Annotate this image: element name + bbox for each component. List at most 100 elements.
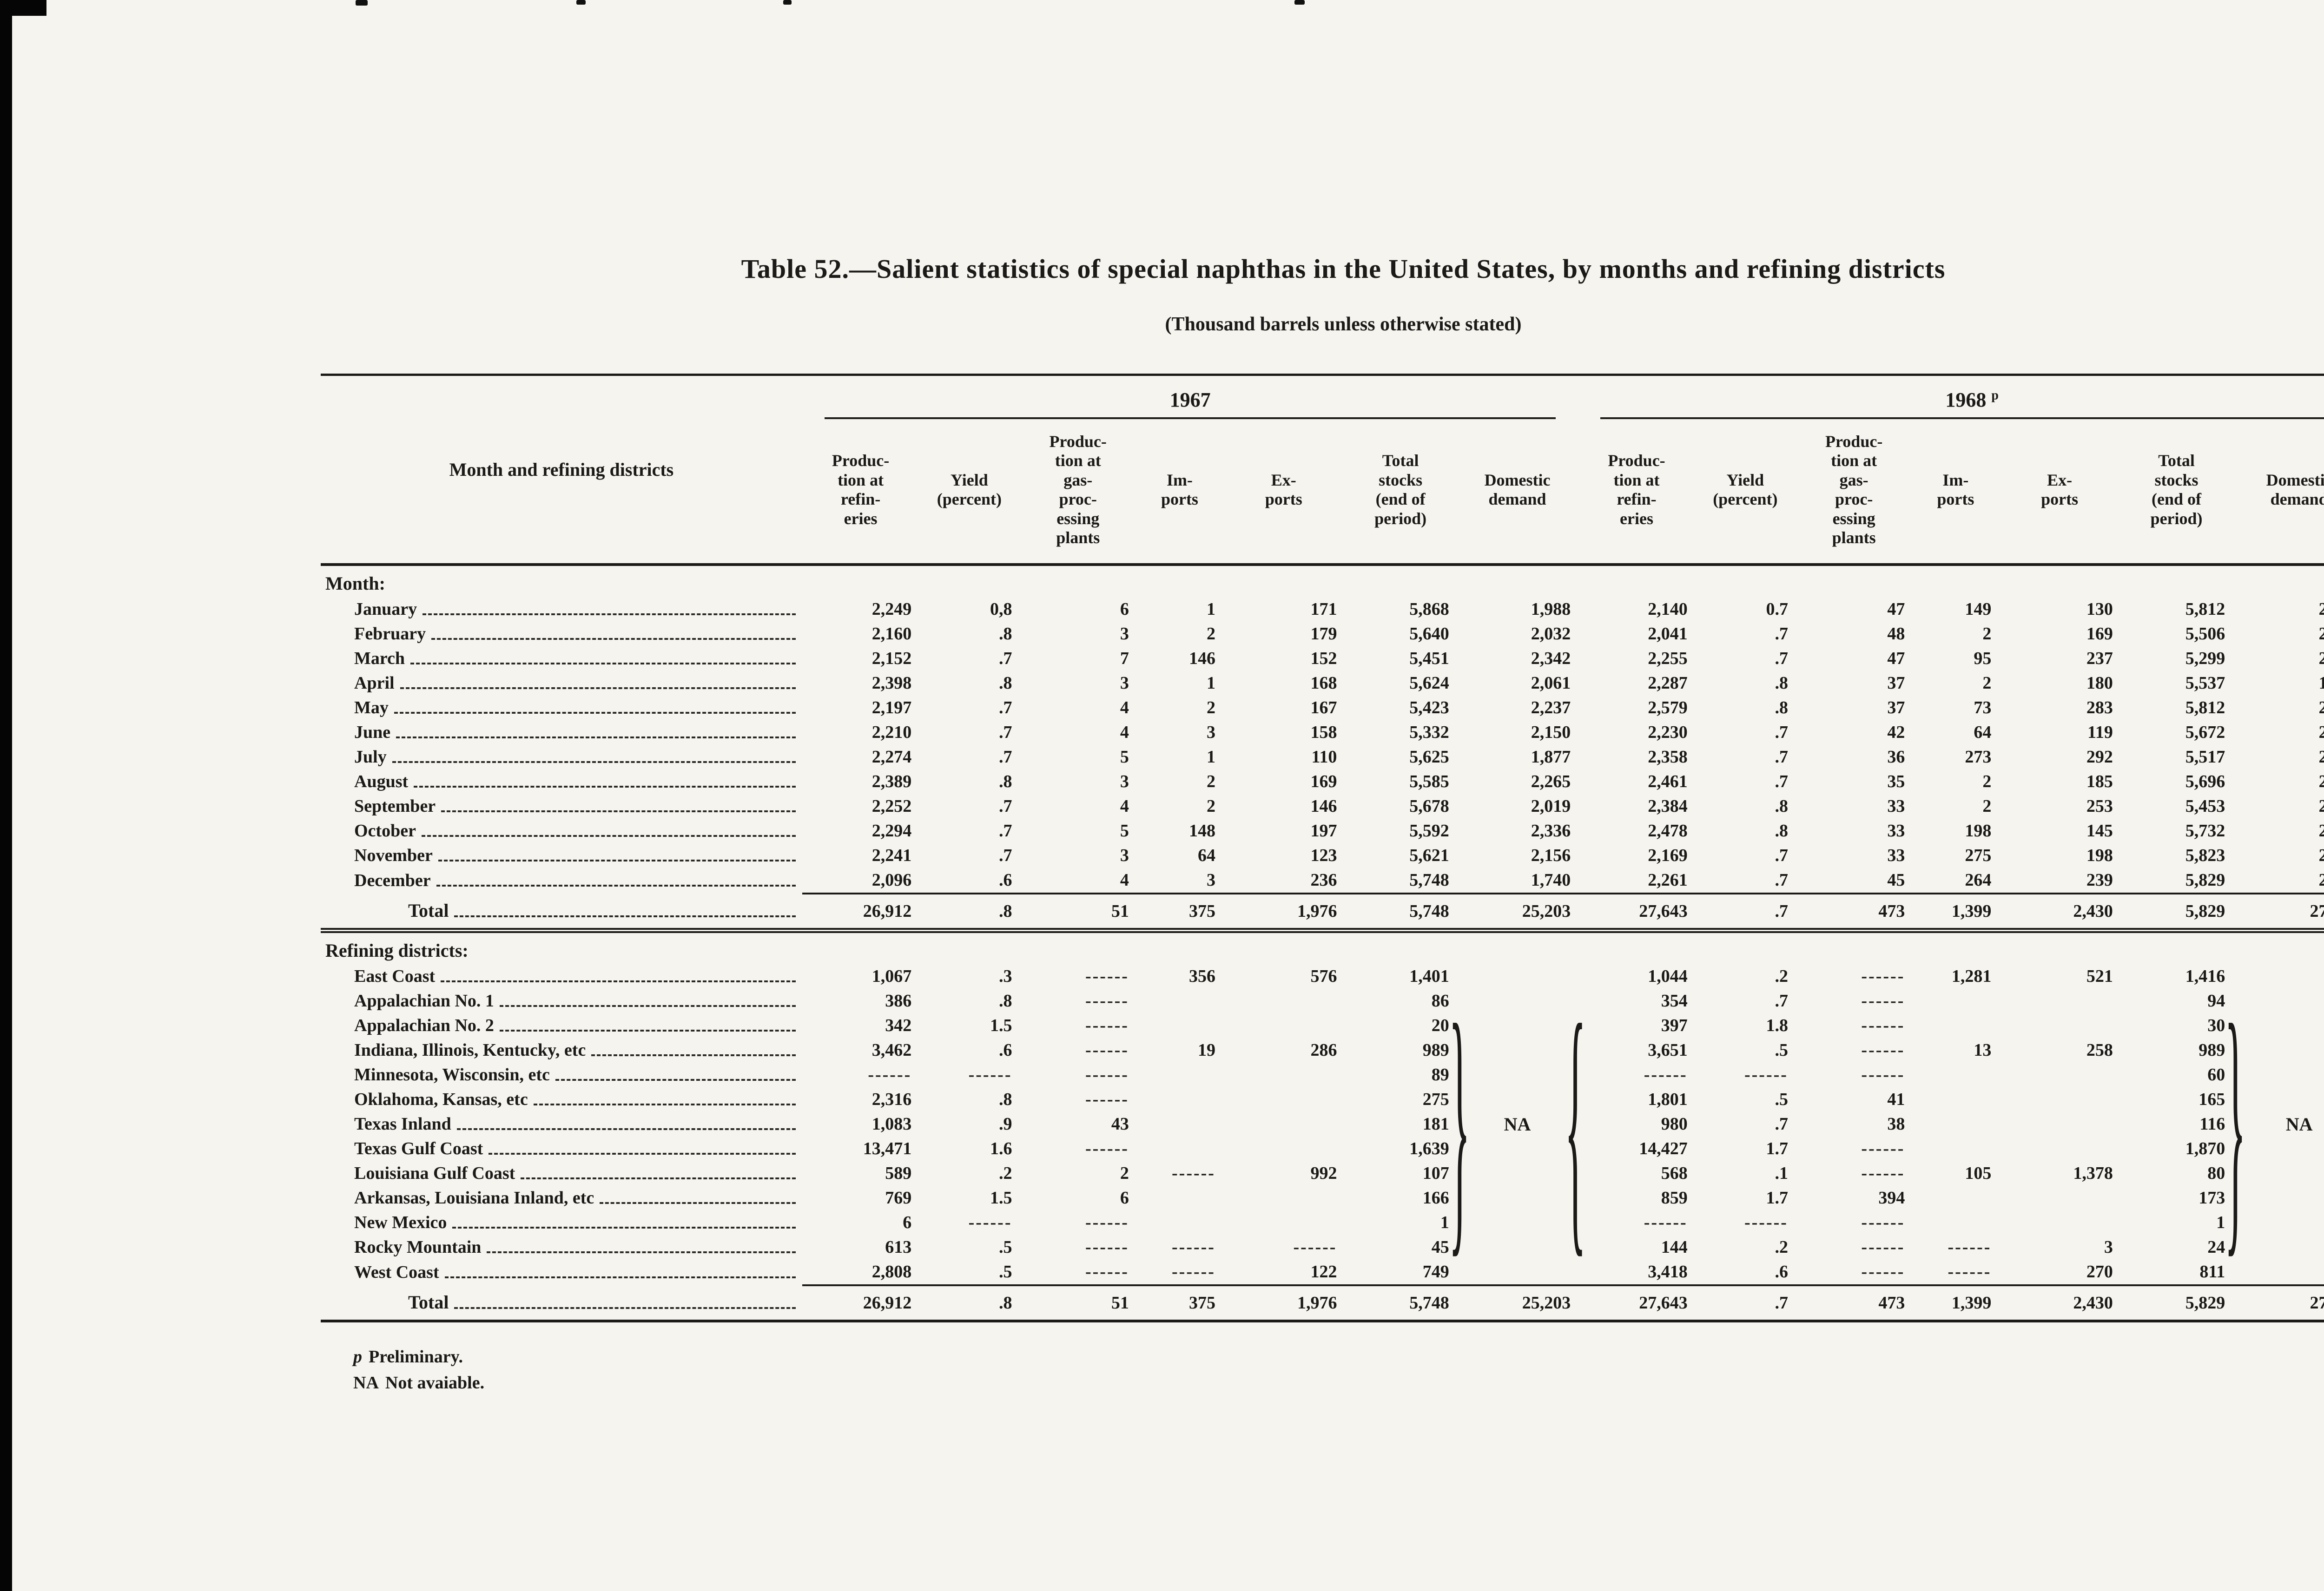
- table-cell: 4: [1120, 698, 1129, 718]
- table-cell: .1: [1775, 1164, 1788, 1183]
- footnote-na: NA Not avaiable.: [353, 1370, 2324, 1396]
- table-cell: 2,152: [872, 649, 912, 669]
- table-row: Louisiana Gulf Coast 589 .2 2 ------ 992 107 56…: [321, 1161, 2324, 1186]
- table-cell: [1999, 1112, 2120, 1137]
- table-cell: 5: [1120, 747, 1129, 767]
- table-cell: 5,624: [1409, 673, 1449, 693]
- leader-dashes: [396, 736, 796, 739]
- section-row: Refining districts:: [321, 931, 2324, 965]
- table-cell: .3: [999, 966, 1012, 986]
- leader-dashes: [441, 980, 796, 983]
- total-row: Total 26,912.8 51 375 1,976 5,748 25,203 27,643…: [321, 1284, 2324, 1323]
- table-cell: 2,041: [1648, 624, 1688, 644]
- table-cell: 5,748: [1344, 893, 1457, 934]
- table-cell: [1912, 1112, 1999, 1137]
- leader-dashes: [423, 613, 796, 616]
- table-cell: 3: [2104, 1237, 2113, 1257]
- table-cell: 2: [1206, 772, 1215, 792]
- leader-dashes: [431, 638, 796, 640]
- year-note: p: [1991, 388, 1999, 403]
- table-cell: 2,019: [1531, 796, 1571, 816]
- leader-dashes: [421, 835, 796, 837]
- table-cell: 2,131: [2318, 698, 2324, 718]
- table-cell: 64: [1197, 846, 1215, 866]
- table-cell: 198: [2086, 846, 2113, 866]
- year-group-1968: 1968 p: [1578, 375, 2324, 419]
- table-cell: 2,409: [2318, 796, 2324, 816]
- row-stub: December: [321, 868, 802, 894]
- table-cell: 5,585: [1409, 772, 1449, 792]
- table-cell: ------: [1085, 1040, 1129, 1060]
- row-label: Total: [408, 1292, 449, 1313]
- section-label: Month:: [325, 573, 385, 594]
- row-stub: October: [321, 819, 802, 843]
- table-cell: .8: [1775, 698, 1788, 718]
- table-cell: 2,169: [1648, 846, 1688, 866]
- table-cell: 2,241: [872, 846, 912, 866]
- table-cell: .6: [999, 870, 1012, 890]
- leader-dashes: [454, 915, 796, 918]
- table-cell: 5,823: [2185, 846, 2225, 866]
- table-cell: 2,140: [1648, 599, 1688, 619]
- table-cell: 26,912: [802, 893, 919, 934]
- table-cell: 613: [885, 1237, 912, 1257]
- table-cell: 94: [2207, 991, 2225, 1011]
- table-cell: .5: [1775, 1090, 1788, 1110]
- table-cell: 5,748: [1344, 1284, 1457, 1323]
- leader-dashes: [452, 1227, 796, 1229]
- table-cell: 1,976: [1222, 1284, 1345, 1323]
- table-cell: [1223, 1210, 1344, 1235]
- table-cell: 275: [1422, 1090, 1449, 1110]
- table-cell: 148: [1188, 821, 1215, 841]
- table-cell: 197: [1310, 821, 1337, 841]
- table-cell: .2: [1775, 1237, 1788, 1257]
- table-cell: 43: [1111, 1114, 1129, 1134]
- table-cell: 354: [1661, 991, 1688, 1011]
- table-cell: 283: [2086, 698, 2113, 718]
- table-cell: ------: [1861, 1164, 1905, 1183]
- row-label: Minnesota, Wisconsin, etc: [354, 1065, 550, 1085]
- statistics-table: Month and refining districts 1967 1968 p…: [321, 374, 2324, 1323]
- row-label: Appalachian No. 1: [354, 991, 494, 1011]
- table-cell: 2,430: [1999, 893, 2120, 934]
- table-cell: 2,150: [1531, 723, 1571, 743]
- table-cell: 521: [2086, 966, 2113, 986]
- table-cell: 95: [1974, 649, 1992, 669]
- table-cell: 2,389: [872, 772, 912, 792]
- row-label: West Coast: [354, 1262, 439, 1282]
- table-cell: 27,643: [1578, 893, 1695, 934]
- table-cell: 1.7: [1766, 1139, 1788, 1159]
- table-cell: ------: [1948, 1262, 1992, 1282]
- table-cell: [1223, 989, 1344, 1013]
- table-cell: ------: [1644, 1065, 1688, 1085]
- table-cell: 1: [2216, 1213, 2225, 1233]
- table-cell: ------: [1172, 1237, 1215, 1257]
- table-cell: .7: [1695, 893, 1796, 934]
- table-cell: .8: [999, 624, 1012, 644]
- table-subtitle: (Thousand barrels unless otherwise state…: [1165, 314, 1522, 335]
- table-cell: 6: [1120, 1188, 1129, 1208]
- table-row: Texas Gulf Coast 13,471 1.6 ------ 1,639 14,…: [321, 1137, 2324, 1161]
- table-cell: 60: [2207, 1065, 2225, 1085]
- row-label: February: [354, 624, 426, 644]
- row-label: East Coast: [354, 966, 436, 986]
- total-row: Total 26,912.8 51 375 1,976 5,748 25,203 27,643…: [321, 893, 2324, 934]
- table-cell: 13: [1974, 1040, 1992, 1060]
- table-cell: ------: [1861, 1213, 1905, 1233]
- table-cell: 1: [1206, 673, 1215, 693]
- table-cell: ------: [1293, 1237, 1337, 1257]
- table-cell: 3: [1120, 673, 1129, 693]
- table-cell: 4: [1120, 796, 1129, 816]
- table-cell: [1136, 1137, 1223, 1161]
- table-row: Arkansas, Louisiana Inland, etc 769 1.5 6 1…: [321, 1186, 2324, 1210]
- table-cell: .8: [1775, 821, 1788, 841]
- table-cell: 273: [1965, 747, 1992, 767]
- scan-speck: [783, 0, 792, 5]
- column-header-production-gas-plants-1967: Produc- tion at gas- proc- essing plants: [1019, 419, 1136, 566]
- stub-header: Month and refining districts: [321, 375, 802, 566]
- leader-dashes: [487, 1251, 796, 1254]
- table-cell: 152: [1310, 649, 1337, 669]
- table-cell: 1.6: [990, 1139, 1012, 1159]
- column-header-yield-percent-1968: Yield (percent): [1695, 419, 1796, 566]
- table-cell: 1,067: [872, 966, 912, 986]
